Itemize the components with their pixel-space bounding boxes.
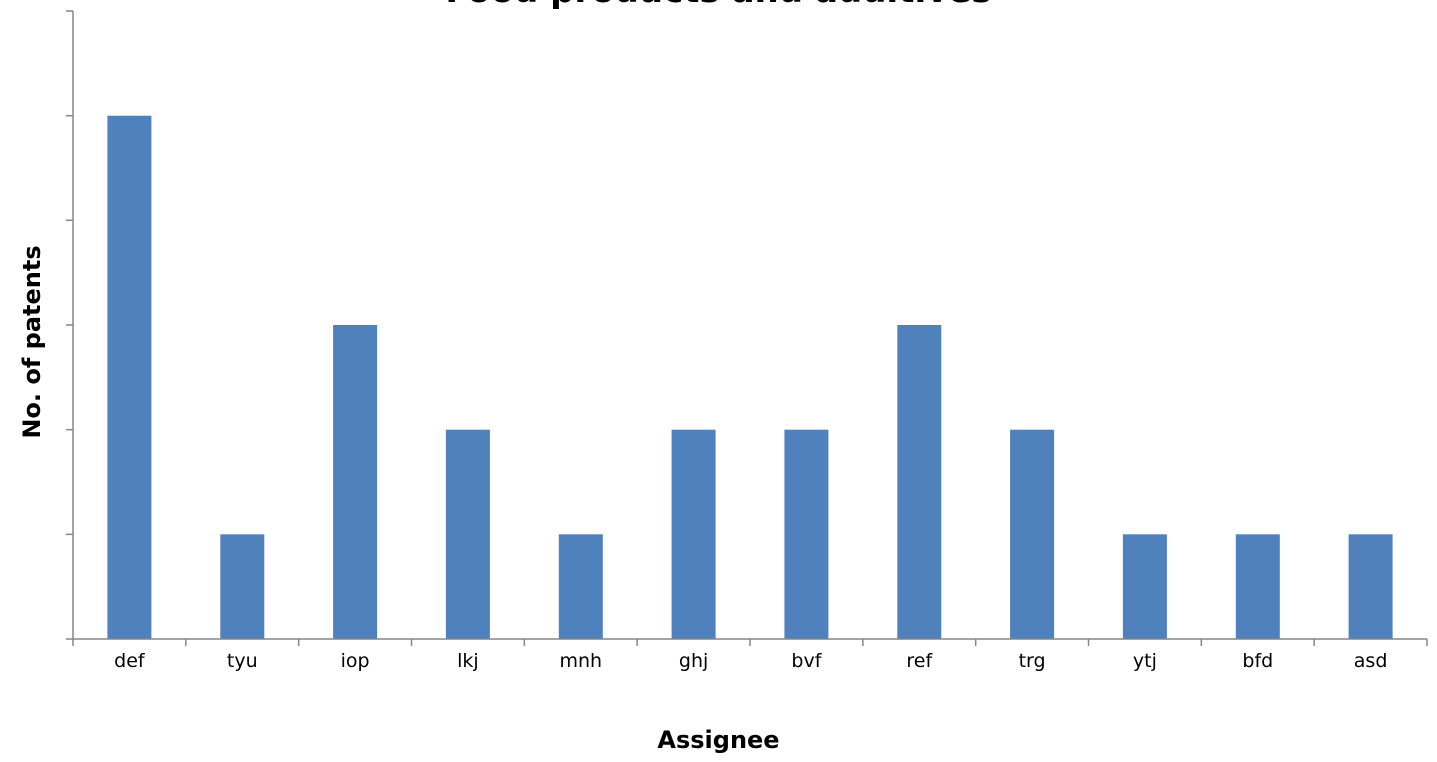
bar-ytj (1122, 534, 1167, 639)
x-tick-label-def: def (114, 650, 146, 672)
x-tick-label-bfd: bfd (1242, 650, 1273, 672)
bar-trg (1010, 429, 1055, 639)
x-tick-label-asd: asd (1354, 650, 1388, 672)
bar-bvf (784, 429, 829, 639)
x-axis-title: Assignee (657, 726, 780, 754)
bar-ghj (671, 429, 716, 639)
bar-def (107, 115, 152, 639)
x-tick-label-mnh: mnh (560, 650, 603, 672)
x-tick-label-tyu: tyu (227, 650, 258, 672)
bar-lkj (445, 429, 490, 639)
x-tick-label-trg: trg (1019, 650, 1046, 672)
x-tick-label-bvf: bvf (791, 650, 822, 672)
bar-bfd (1235, 534, 1280, 639)
x-tick-label-ghj: ghj (679, 650, 708, 672)
x-tick-label-lkj: lkj (457, 650, 479, 672)
bar-iop (333, 325, 378, 639)
bar-mnh (558, 534, 603, 639)
x-tick-label-iop: iop (341, 650, 370, 672)
x-tick-label-ref: ref (906, 650, 933, 672)
chart-title: Food products and additives (0, 0, 1437, 8)
bar-ref (897, 325, 942, 639)
x-tick-label-ytj: ytj (1133, 650, 1157, 672)
bar-tyu (220, 534, 265, 639)
bar-asd (1348, 534, 1393, 639)
